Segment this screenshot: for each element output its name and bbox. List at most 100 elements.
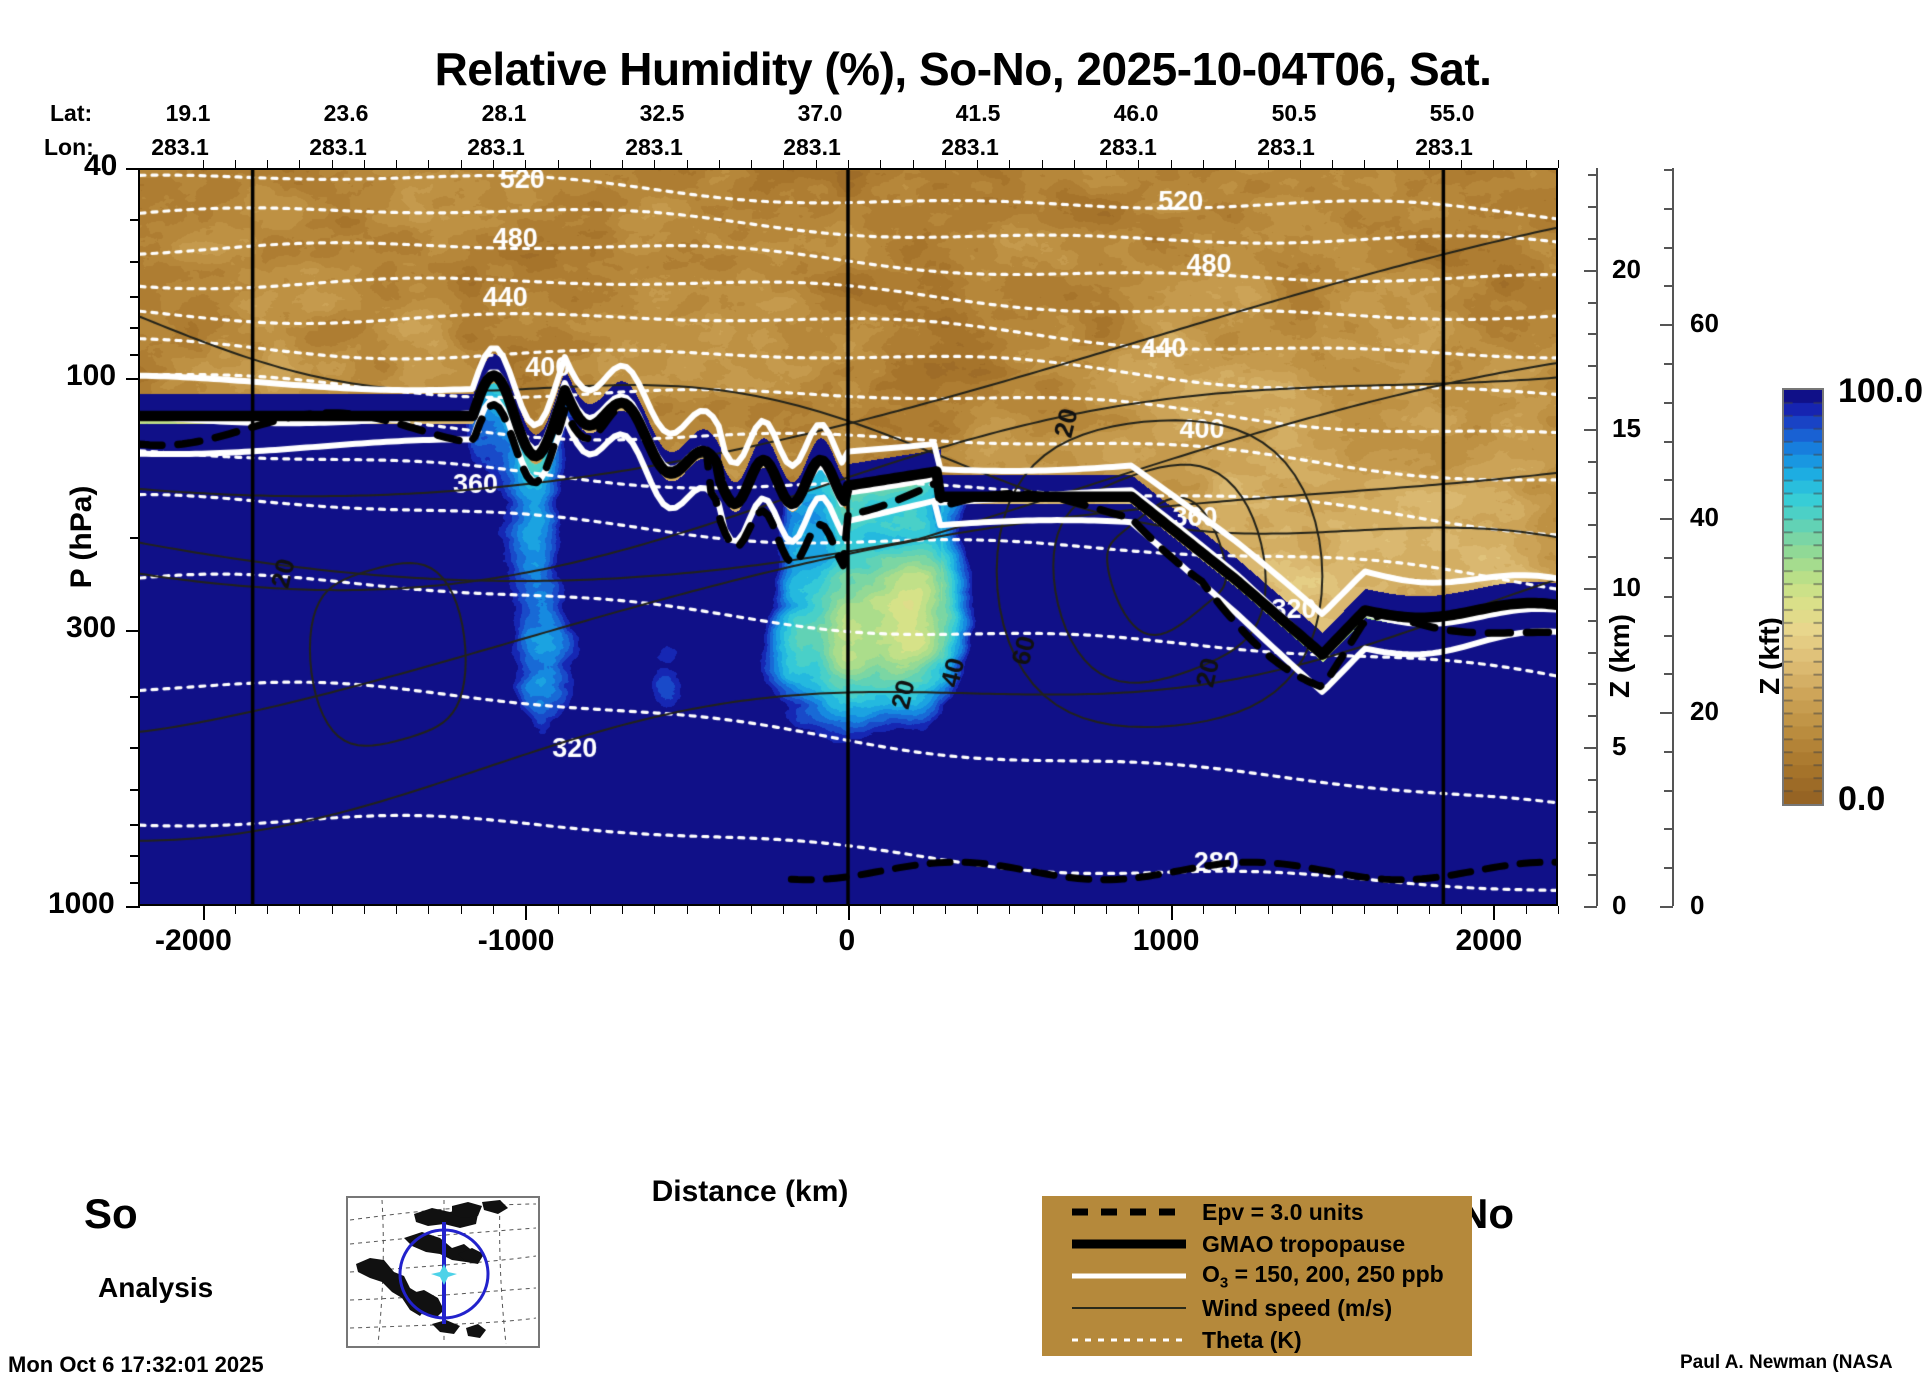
x-minor-tick bbox=[1203, 906, 1204, 914]
z-kft-minor-tick bbox=[1664, 246, 1673, 249]
z-kft-minor-tick bbox=[1664, 169, 1673, 172]
z-km-minor-tick bbox=[1588, 333, 1597, 336]
z-kft-minor-tick bbox=[1664, 324, 1673, 327]
x-minor-tick-top bbox=[267, 160, 269, 168]
x-minor-tick-top bbox=[1558, 160, 1559, 168]
lon-value-3: 283.1 bbox=[625, 134, 683, 160]
x-minor-tick bbox=[848, 906, 849, 914]
map-center-star bbox=[431, 1264, 457, 1285]
z-km-minor-tick bbox=[1588, 301, 1597, 304]
x-minor-tick-top bbox=[848, 160, 849, 168]
x-minor-tick bbox=[815, 906, 817, 914]
x-minor-tick-top bbox=[396, 160, 398, 168]
x-minor-tick-top bbox=[1396, 160, 1398, 168]
z-km-minor-tick bbox=[1588, 715, 1597, 718]
z-kft-minor-tick bbox=[1664, 440, 1673, 443]
wind-line-swatch bbox=[1070, 1292, 1188, 1324]
z-km-minor-tick bbox=[1588, 778, 1597, 781]
legend-row-wind: Wind speed (m/s) bbox=[1042, 1292, 1472, 1324]
y-minor-tick bbox=[130, 695, 139, 698]
x-minor-tick-top bbox=[1267, 160, 1269, 168]
x-minor-tick bbox=[1235, 906, 1237, 914]
theta-line-swatch bbox=[1070, 1324, 1188, 1356]
x-minor-tick bbox=[1106, 906, 1108, 914]
x-tick-0: 0 bbox=[838, 924, 856, 957]
z-km-tick-15: 15 bbox=[1612, 412, 1641, 443]
z-km-tick-0: 0 bbox=[1612, 890, 1627, 920]
z-kft-minor-tick bbox=[1664, 207, 1673, 210]
y-tick-300: 300 bbox=[66, 610, 117, 644]
inset-map-svg bbox=[349, 1199, 537, 1345]
lat-value-0: 19.1 bbox=[165, 100, 211, 126]
z-km-minor-tick bbox=[1588, 651, 1597, 654]
z-kft-minor-tick bbox=[1664, 867, 1673, 870]
colorbar-gradient bbox=[1784, 390, 1822, 804]
x-minor-tick-top bbox=[460, 160, 462, 168]
legend-row-epv: Epv = 3.0 units bbox=[1042, 1196, 1472, 1228]
lat-value-8: 55.0 bbox=[1429, 100, 1475, 126]
x-minor-tick-top bbox=[1364, 160, 1366, 168]
z-km-minor-tick bbox=[1588, 683, 1597, 686]
x-minor-tick bbox=[1558, 906, 1559, 914]
z-km-minor-tick bbox=[1588, 460, 1597, 463]
tropopause-line-swatch bbox=[1070, 1228, 1188, 1260]
x-minor-tick bbox=[331, 906, 333, 914]
legend-row-ozone: O3 = 150, 200, 250 ppb bbox=[1042, 1260, 1472, 1292]
x-minor-tick bbox=[1428, 906, 1430, 914]
y-tick-1000: 1000 bbox=[48, 887, 115, 920]
z-kft-axis-rule bbox=[1672, 168, 1674, 906]
z-kft-minor-tick bbox=[1664, 906, 1673, 908]
lon-value-4: 283.1 bbox=[783, 134, 841, 160]
z-km-minor-tick bbox=[1588, 524, 1597, 527]
x-minor-tick bbox=[1396, 906, 1398, 914]
inset-location-map[interactable] bbox=[346, 1196, 540, 1348]
y-tick-mark bbox=[126, 378, 140, 381]
lat-value-1: 23.6 bbox=[323, 100, 369, 126]
lat-value-2: 28.1 bbox=[481, 100, 527, 126]
x-minor-tick-top bbox=[525, 160, 527, 168]
z-km-minor-tick bbox=[1588, 428, 1597, 431]
y-minor-tick bbox=[130, 537, 139, 539]
x-minor-tick-top bbox=[363, 160, 365, 168]
x-minor-tick-top bbox=[1525, 160, 1527, 168]
x-minor-tick-top bbox=[718, 160, 720, 168]
z-km-tick-10: 10 bbox=[1612, 571, 1641, 602]
x-minor-tick-top bbox=[1073, 160, 1075, 168]
lon-value-2: 283.1 bbox=[467, 134, 525, 160]
x-minor-tick bbox=[1138, 906, 1140, 914]
page-title: Relative Humidity (%), So-No, 2025-10-04… bbox=[434, 43, 1492, 95]
x-minor-tick-top bbox=[880, 160, 882, 168]
x-tick-mark bbox=[202, 906, 205, 920]
x-tick--1000: -1000 bbox=[477, 924, 555, 957]
x-minor-tick-top bbox=[557, 160, 559, 168]
lat-value-4: 37.0 bbox=[797, 100, 843, 126]
z-kft-minor-tick bbox=[1664, 595, 1673, 598]
x-minor-tick bbox=[267, 906, 269, 914]
epv-line-swatch bbox=[1070, 1196, 1188, 1228]
x-minor-tick-top bbox=[589, 160, 591, 168]
x-tick--2000: -2000 bbox=[155, 924, 232, 957]
z-kft-minor-tick bbox=[1664, 479, 1673, 482]
z-kft-minor-tick bbox=[1664, 285, 1673, 288]
lon-value-1: 283.1 bbox=[309, 134, 367, 160]
x-minor-tick-top bbox=[751, 160, 753, 168]
z-kft-minor-tick bbox=[1664, 828, 1673, 831]
x-minor-tick bbox=[1332, 906, 1334, 914]
x-minor-tick-top bbox=[1428, 160, 1430, 168]
lat-value-5: 41.5 bbox=[955, 100, 1001, 126]
lon-value-8: 283.1 bbox=[1415, 134, 1473, 160]
lon-value-0: 283.1 bbox=[151, 134, 209, 160]
y-tick-40: 40 bbox=[84, 149, 118, 182]
y-tick-mark bbox=[126, 906, 140, 908]
x-minor-tick-top bbox=[493, 160, 494, 168]
y-minor-tick bbox=[130, 788, 139, 791]
lat-value-7: 50.5 bbox=[1271, 100, 1317, 126]
z-km-minor-tick bbox=[1588, 206, 1597, 209]
z-kft-minor-tick bbox=[1664, 789, 1673, 792]
x-minor-tick bbox=[1009, 906, 1011, 914]
cross-section-plot[interactable] bbox=[138, 168, 1558, 906]
colorbar bbox=[1782, 388, 1824, 806]
x-minor-tick bbox=[493, 906, 494, 914]
z-km-minor-tick bbox=[1588, 365, 1597, 368]
colorbar-min-label: 0.0 bbox=[1838, 780, 1886, 818]
